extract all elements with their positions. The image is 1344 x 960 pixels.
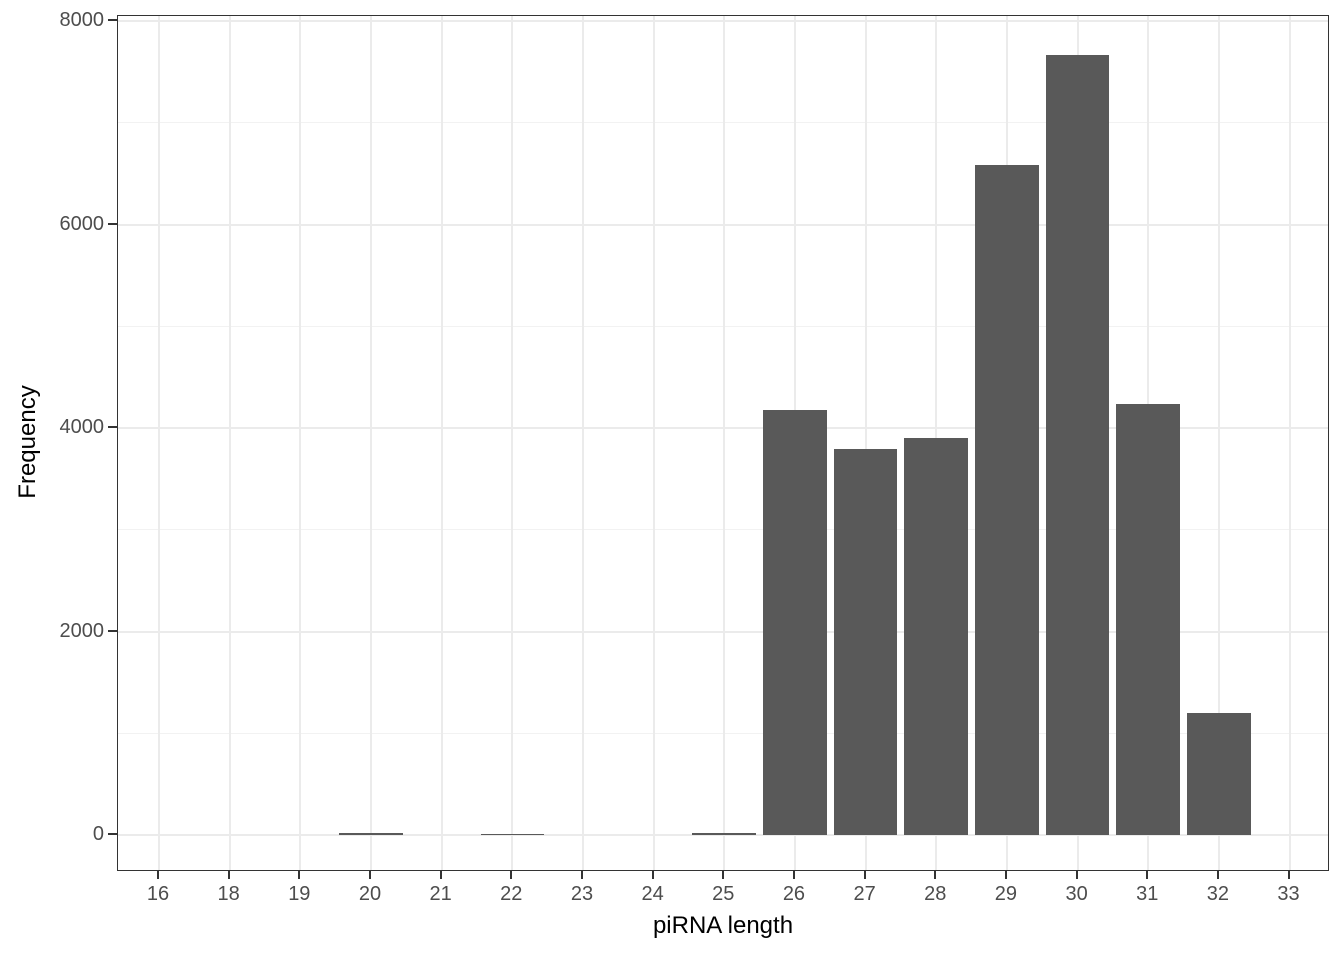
gridline-major-vertical <box>652 16 655 870</box>
bar <box>904 438 969 835</box>
x-axis-tick <box>368 871 371 879</box>
y-axis-tick <box>108 19 117 21</box>
gridline-major-vertical <box>369 16 372 870</box>
x-tick-label: 20 <box>358 883 382 905</box>
y-tick-label: 6000 <box>59 212 105 235</box>
x-tick-label: 31 <box>1136 883 1159 905</box>
bar <box>1116 403 1181 835</box>
x-axis-tick <box>580 871 583 879</box>
x-tick-label: 29 <box>994 883 1018 905</box>
bar <box>480 833 545 835</box>
x-axis-tick <box>439 871 442 879</box>
y-axis-tick <box>108 222 117 225</box>
y-tick-label: 8000 <box>59 9 105 31</box>
x-tick-label: 16 <box>146 883 170 905</box>
y-axis-title: Frequency <box>14 385 41 499</box>
x-axis-tick <box>157 871 159 879</box>
x-axis-tick <box>722 871 725 879</box>
gridline-major-vertical <box>723 16 726 870</box>
x-axis-tick <box>934 871 937 879</box>
x-tick-label: 18 <box>217 883 240 905</box>
x-axis-tick <box>1075 871 1078 879</box>
x-tick-label: 28 <box>924 883 947 905</box>
gridline-major-vertical <box>1288 16 1291 870</box>
x-tick-label: 24 <box>641 883 664 905</box>
x-axis-tick <box>863 871 866 879</box>
x-tick-label: 22 <box>500 883 523 905</box>
gridline-major-vertical <box>299 16 302 870</box>
y-axis-tick <box>108 629 117 632</box>
x-tick-label: 30 <box>1065 883 1088 905</box>
gridline-major-horizontal <box>118 834 1328 836</box>
bar <box>692 833 757 835</box>
x-tick-label: 21 <box>429 883 452 905</box>
gridline-major-vertical <box>440 16 443 870</box>
gridline-major-vertical <box>158 16 160 870</box>
x-tick-label: 19 <box>288 883 311 905</box>
bar <box>1045 54 1110 835</box>
gridline-major-horizontal <box>118 223 1328 226</box>
x-tick-label: 25 <box>712 883 735 905</box>
gridline-major-vertical <box>1217 16 1220 870</box>
x-axis-tick <box>651 871 654 879</box>
y-tick-label: 0 <box>92 823 104 845</box>
bar <box>975 165 1039 835</box>
y-axis-tick <box>108 426 117 428</box>
y-tick-label: 4000 <box>59 416 105 438</box>
x-axis-tick <box>792 871 795 879</box>
x-tick-label: 27 <box>853 883 876 905</box>
plot-panel <box>117 15 1329 871</box>
x-axis-tick <box>1004 871 1007 879</box>
x-axis-title: piRNA length <box>652 912 794 939</box>
bar <box>1187 712 1251 835</box>
y-axis-tick <box>108 833 117 835</box>
gridline-major-horizontal <box>118 427 1328 429</box>
x-axis-tick <box>1287 871 1290 879</box>
x-axis-tick <box>1146 871 1149 879</box>
x-axis-tick <box>1216 871 1219 879</box>
gridline-major-horizontal <box>118 630 1328 633</box>
x-axis-tick <box>227 871 230 879</box>
gridline-minor-horizontal <box>118 529 1328 531</box>
x-tick-label: 26 <box>782 883 806 905</box>
x-tick-label: 23 <box>570 883 594 905</box>
x-tick-label: 32 <box>1206 883 1230 905</box>
gridline-minor-horizontal <box>118 122 1328 124</box>
gridline-major-vertical <box>511 16 514 870</box>
gridline-minor-horizontal <box>118 732 1328 734</box>
gridline-major-vertical <box>864 16 867 870</box>
bar <box>763 409 827 835</box>
gridline-minor-horizontal <box>118 325 1328 327</box>
x-axis-tick <box>510 871 513 879</box>
y-tick-label: 2000 <box>59 619 105 642</box>
bar <box>833 449 898 835</box>
gridline-major-vertical <box>581 16 584 870</box>
bar <box>339 833 403 835</box>
gridline-major-horizontal <box>118 20 1328 22</box>
x-axis-tick <box>298 871 301 879</box>
gridline-major-vertical <box>228 16 231 870</box>
x-tick-label: 33 <box>1277 883 1300 905</box>
